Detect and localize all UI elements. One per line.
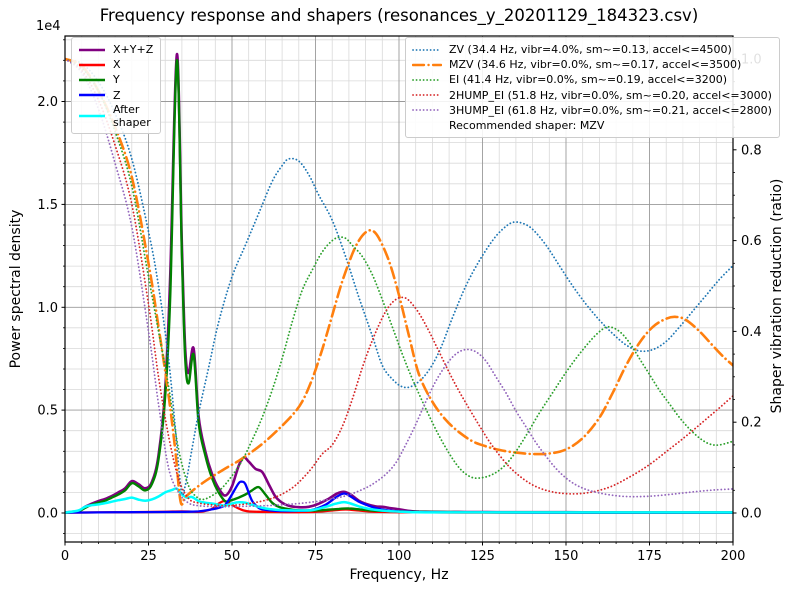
psd-legend-item-psd-y: Y (78, 72, 153, 87)
svg-text:0: 0 (61, 549, 69, 564)
shaper-legend: ZV (34.4 Hz, vibr=4.0%, sm~=0.13, accel<… (405, 37, 780, 139)
legend-line-sample (412, 48, 442, 51)
shaper-legend-item-shaper-3hump-ei: 3HUMP_EI (61.8 Hz, vibr=0.0%, sm~=0.21, … (412, 103, 772, 118)
svg-text:25: 25 (140, 549, 157, 564)
svg-text:200: 200 (721, 549, 746, 564)
legend-label: ZV (34.4 Hz, vibr=4.0%, sm~=0.13, accel<… (449, 43, 732, 57)
svg-text:0.0: 0.0 (37, 507, 58, 522)
curve-shaper-3hump-ei (65, 58, 733, 508)
curve-shaper-mzv (65, 57, 733, 506)
psd-legend-item-psd-after-shaper: After shaper (78, 103, 153, 129)
legend-label: After (113, 102, 140, 116)
psd-legend-item-psd-xyz: X+Y+Z (78, 42, 153, 57)
legend-label: Z (113, 88, 121, 102)
curve-shaper-zv (65, 58, 733, 496)
y-left-axis-label: Power spectral density (8, 209, 24, 369)
legend-line-sample (412, 63, 442, 66)
legend-line-sample (412, 94, 442, 97)
legend-label: X+Y+Z (113, 43, 154, 57)
curve-psd-after-shaper (65, 487, 733, 514)
legend-label: EI (41.4 Hz, vibr=0.0%, sm~=0.19, accel<… (449, 73, 727, 87)
legend-line-sample (412, 79, 442, 81)
svg-text:125: 125 (470, 549, 495, 564)
svg-text:1.5: 1.5 (37, 198, 58, 213)
y-right-axis-label: Shaper vibration reduction (ratio) (769, 178, 785, 414)
legend-line-sample (79, 93, 105, 97)
svg-text:0.5: 0.5 (37, 404, 58, 419)
svg-text:0.8: 0.8 (741, 143, 762, 158)
svg-text:175: 175 (637, 549, 662, 564)
psd-legend-item-psd-x: X (78, 57, 153, 72)
recommended-shaper-note: Recommended shaper: MZV (412, 118, 772, 133)
legend-label: Y (113, 73, 120, 87)
svg-text:0.6: 0.6 (741, 234, 762, 249)
y-left-offset-label: 1e4 (36, 19, 61, 34)
curve-shaper-ei (65, 58, 733, 501)
shaper-legend-item-shaper-ei: EI (41.4 Hz, vibr=0.0%, sm~=0.19, accel<… (412, 72, 772, 87)
legend-line-sample (79, 78, 105, 82)
legend-label: 2HUMP_EI (51.8 Hz, vibr=0.0%, sm~=0.20, … (449, 88, 772, 102)
svg-text:100: 100 (387, 549, 412, 564)
x-axis-label: Frequency, Hz (349, 567, 449, 583)
svg-text:150: 150 (554, 549, 579, 564)
legend-line-sample (79, 48, 105, 51)
legend-label: X (113, 58, 121, 72)
svg-text:75: 75 (307, 549, 324, 564)
legend-line-sample (79, 114, 105, 117)
shaper-legend-item-shaper-2hump-ei: 2HUMP_EI (51.8 Hz, vibr=0.0%, sm~=0.20, … (412, 88, 772, 103)
legend-line-sample (79, 63, 105, 67)
svg-text:2.0: 2.0 (37, 95, 58, 110)
svg-text:1.0: 1.0 (37, 301, 58, 316)
legend-label: MZV (34.6 Hz, vibr=0.0%, sm~=0.17, accel… (449, 58, 742, 72)
legend-line-sample (412, 109, 442, 112)
legend-label: 3HUMP_EI (61.8 Hz, vibr=0.0%, sm~=0.21, … (449, 103, 772, 117)
legend-label: shaper (113, 115, 151, 129)
recommended-shaper-label: Recommended shaper: MZV (449, 119, 605, 133)
psd-legend: X+Y+Z X Y Z After shaper (71, 37, 162, 134)
svg-text:0.0: 0.0 (741, 507, 762, 522)
curve-shaper-2hump-ei (65, 58, 733, 507)
shaper-legend-item-shaper-zv: ZV (34.4 Hz, vibr=4.0%, sm~=0.13, accel<… (412, 42, 772, 57)
svg-text:0.4: 0.4 (741, 325, 762, 340)
chart-title: Frequency response and shapers (resonanc… (99, 6, 699, 25)
svg-text:50: 50 (224, 549, 241, 564)
psd-legend-item-psd-z: Z (78, 88, 153, 103)
shaper-legend-item-shaper-mzv: MZV (34.6 Hz, vibr=0.0%, sm~=0.17, accel… (412, 57, 772, 72)
svg-text:0.2: 0.2 (741, 416, 762, 431)
